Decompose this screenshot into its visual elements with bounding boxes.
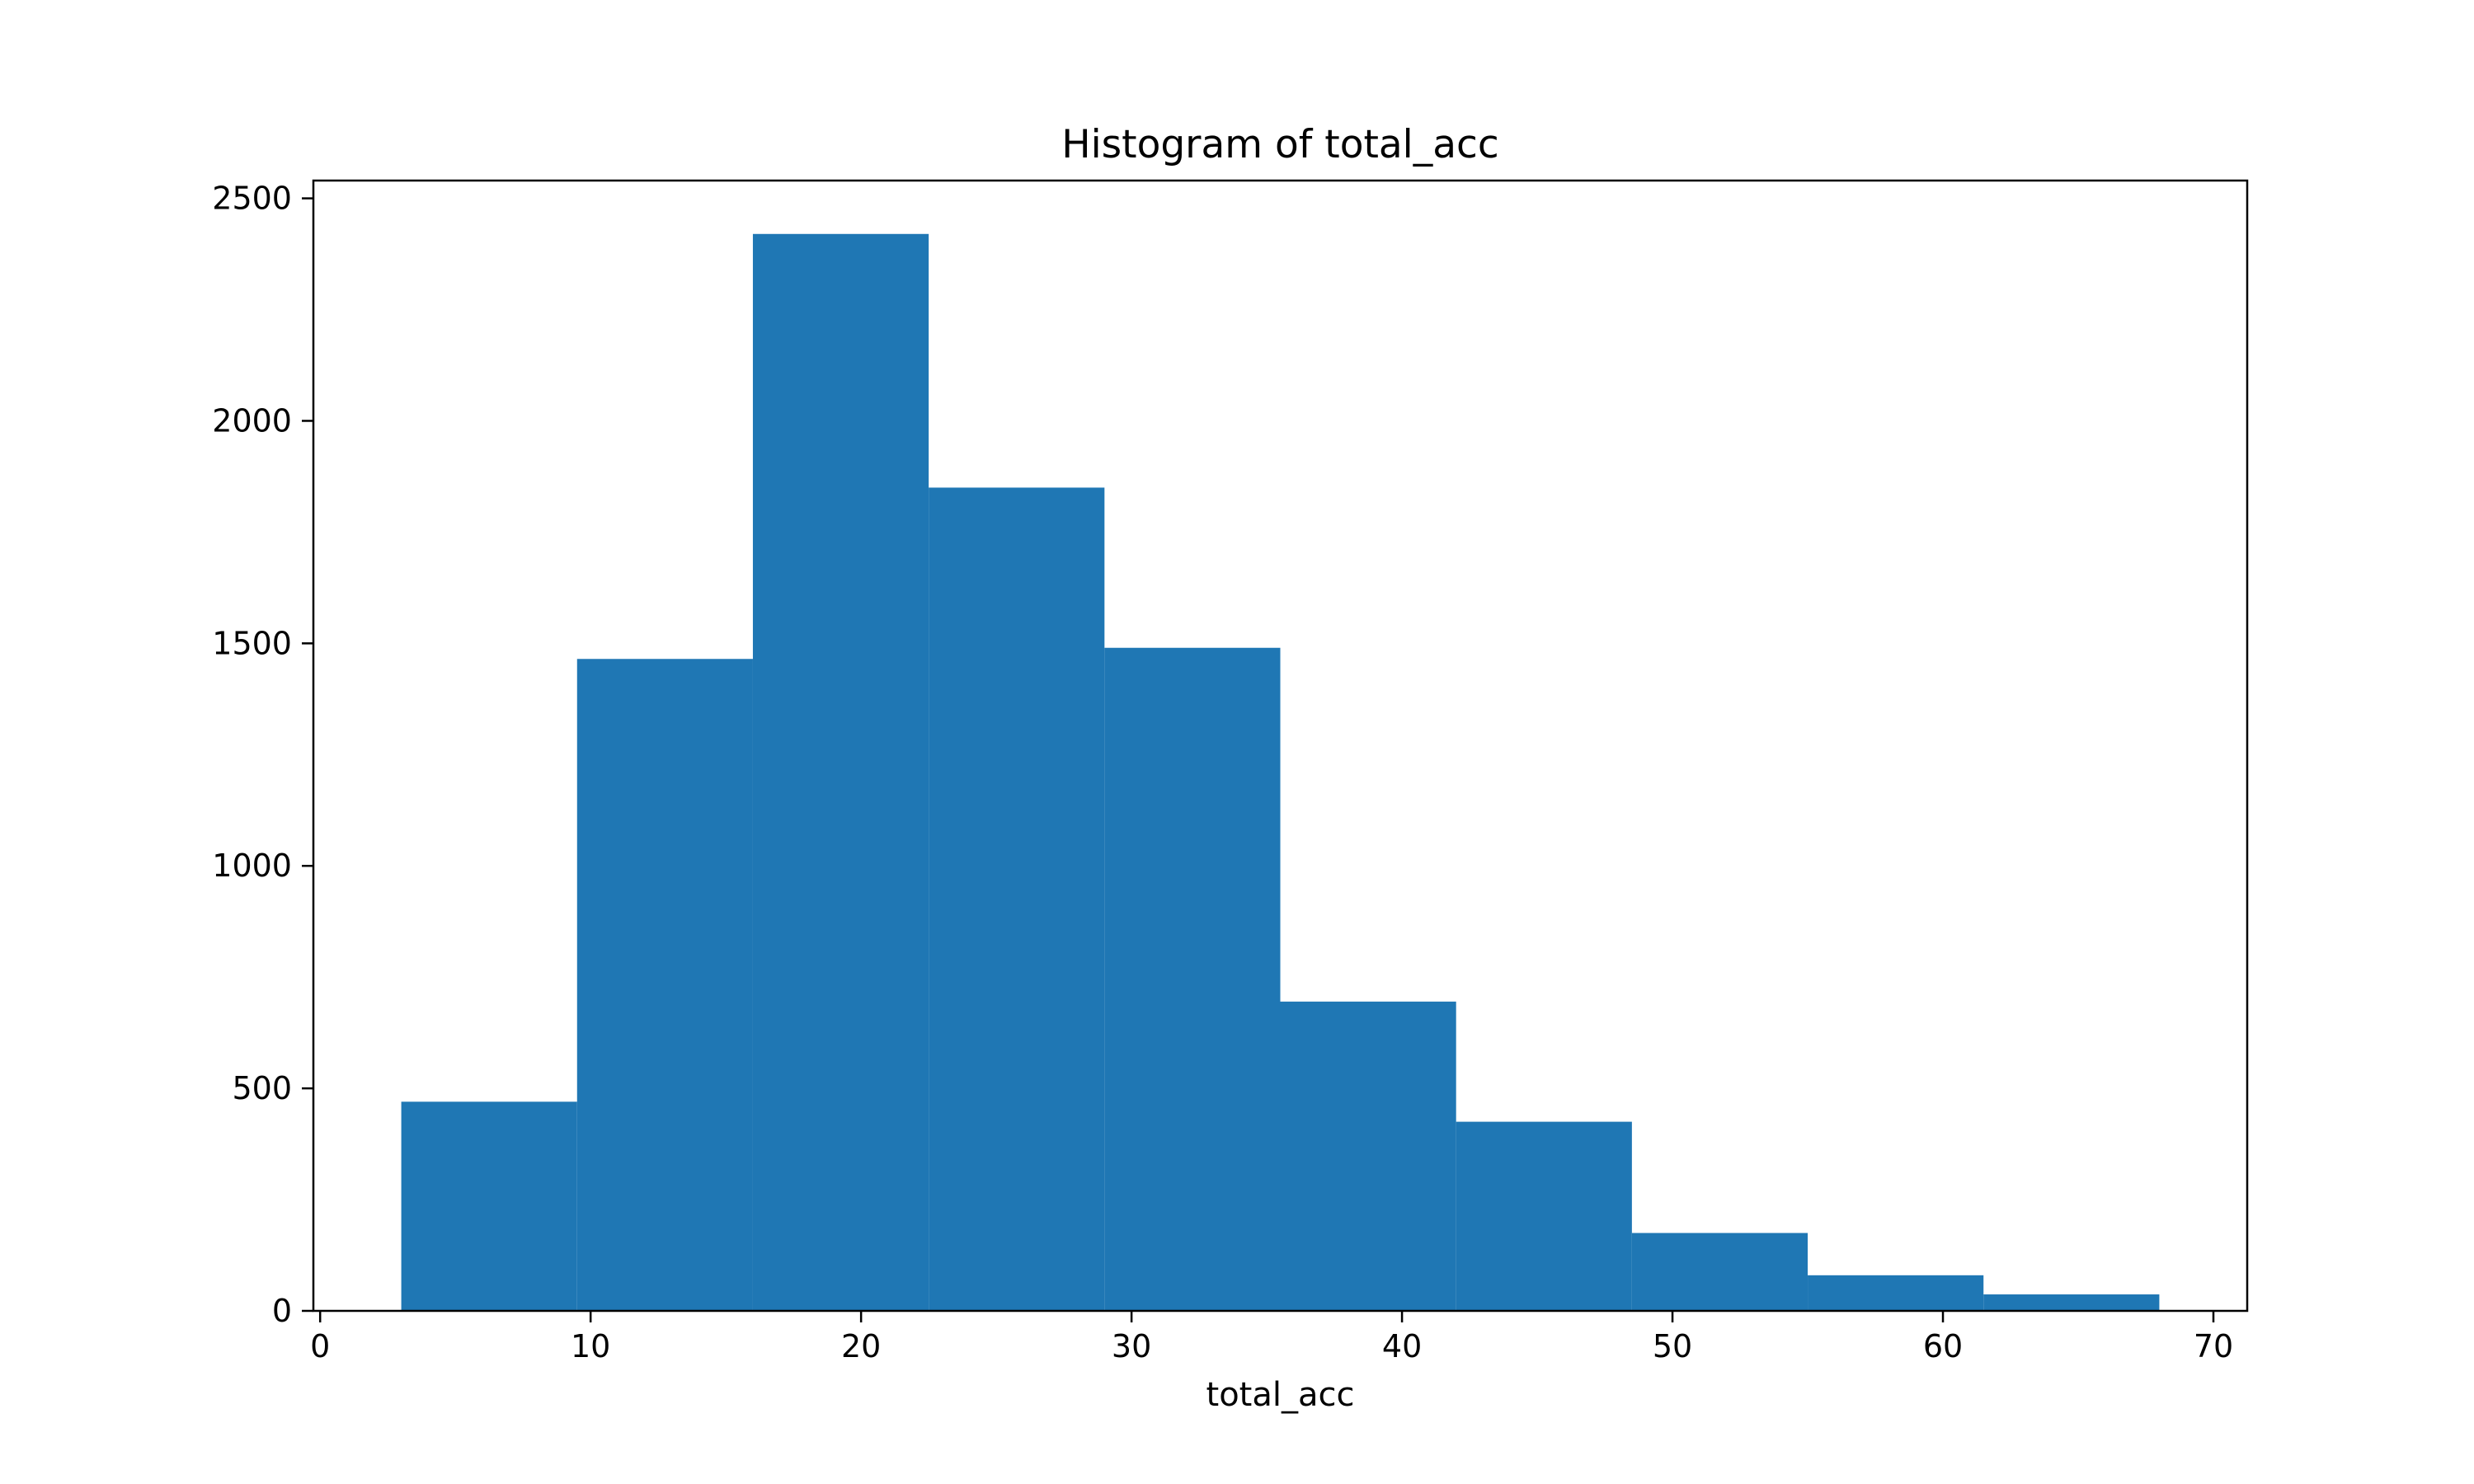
x-tick-label: 60	[1923, 1328, 1963, 1364]
histogram-bar	[1808, 1275, 1984, 1311]
histogram-bar	[1104, 647, 1281, 1311]
histogram-bar	[929, 487, 1105, 1311]
histogram-bar	[401, 1101, 577, 1311]
x-tick-label: 0	[310, 1328, 330, 1364]
histogram-bar	[1456, 1121, 1632, 1311]
y-axis-ticks: 0 500 1000 1500 2000 2500	[212, 181, 313, 1329]
y-tick-label: 2000	[212, 402, 292, 439]
histogram-bar	[752, 233, 929, 1311]
histogram-bar	[1631, 1233, 1808, 1311]
histogram-bar	[1280, 1001, 1456, 1311]
y-tick-label: 1000	[212, 848, 292, 884]
histogram-bar	[1983, 1294, 2160, 1311]
x-tick-label: 50	[1653, 1328, 1692, 1364]
y-tick-label: 1500	[212, 625, 292, 661]
histogram-bar	[576, 659, 753, 1311]
plot-frame	[312, 179, 2249, 1313]
x-tick-label: 70	[2194, 1328, 2233, 1364]
x-tick-label: 10	[571, 1328, 610, 1364]
x-axis-ticks: 0 10 20 30 40 50 60 70	[310, 1311, 2233, 1364]
x-tick-label: 20	[841, 1328, 881, 1364]
x-axis-label: total_acc	[1206, 1376, 1355, 1414]
bars-group	[401, 233, 2160, 1311]
x-tick-label: 30	[1112, 1328, 1151, 1364]
x-tick-label: 40	[1382, 1328, 1422, 1364]
chart-title: Histogram of total_acc	[1061, 122, 1498, 167]
y-tick-label: 0	[272, 1293, 292, 1329]
y-tick-label: 500	[232, 1070, 292, 1106]
y-tick-label: 2500	[212, 181, 292, 217]
